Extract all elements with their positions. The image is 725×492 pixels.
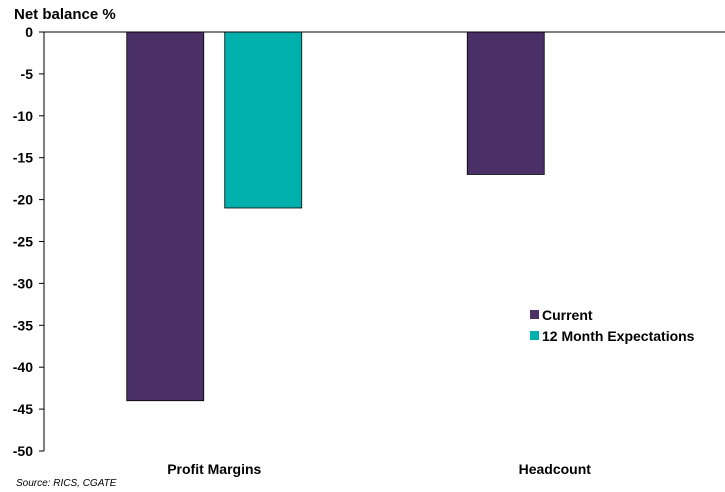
y-tick-label: -25 — [13, 234, 33, 250]
bar-current-profit-margins — [127, 32, 204, 401]
y-tick-label: -5 — [21, 66, 34, 82]
y-tick-label: -35 — [13, 317, 33, 333]
legend-swatch-current — [530, 310, 539, 319]
y-tick-label: -10 — [13, 108, 33, 124]
bar-current-headcount — [467, 32, 544, 174]
x-category-label: Profit Margins — [167, 461, 261, 477]
y-tick-label: 0 — [25, 24, 33, 40]
source-note: Source: RICS, CGATE — [16, 478, 116, 489]
x-category-label: Headcount — [519, 461, 592, 477]
y-tick-label: -50 — [13, 443, 33, 459]
legend-label-current: Current — [542, 307, 593, 323]
legend-swatch-expectations — [530, 331, 539, 340]
y-tick-label: -40 — [13, 359, 33, 375]
legend: Current 12 Month Expectations — [530, 304, 694, 346]
legend-item-expectations: 12 Month Expectations — [530, 325, 694, 346]
bar-expectations-profit-margins — [225, 32, 302, 208]
y-tick-label: -20 — [13, 192, 33, 208]
y-tick-label: -30 — [13, 275, 33, 291]
legend-label-expectations: 12 Month Expectations — [542, 328, 694, 344]
legend-item-current: Current — [530, 304, 694, 325]
y-tick-label: -15 — [13, 150, 33, 166]
y-tick-label: -45 — [13, 401, 33, 417]
